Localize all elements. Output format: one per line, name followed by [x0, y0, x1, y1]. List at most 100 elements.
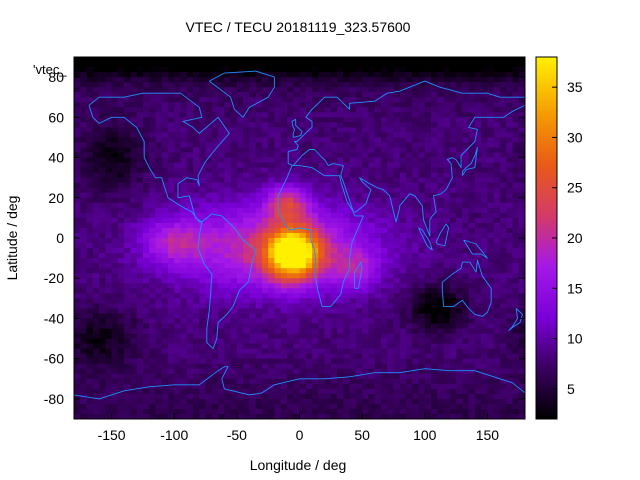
heatmap-cell — [380, 398, 388, 405]
heatmap-cell — [211, 62, 219, 68]
heatmap-cell — [318, 147, 325, 153]
heatmap-cell — [193, 232, 200, 239]
heatmap-cell — [236, 157, 244, 163]
heatmap-cell — [111, 293, 119, 299]
heatmap-cell — [318, 273, 325, 279]
heatmap-cell — [362, 112, 369, 118]
heatmap-cell — [493, 197, 501, 204]
heatmap-cell — [193, 137, 200, 143]
heatmap-cell — [468, 72, 476, 78]
heatmap-cell — [424, 278, 432, 284]
heatmap-cell — [255, 383, 263, 390]
heatmap-cell — [92, 253, 100, 259]
heatmap-cell — [374, 258, 382, 264]
heatmap-cell — [418, 222, 426, 229]
heatmap-cell — [161, 117, 169, 123]
heatmap-cell — [261, 82, 269, 88]
heatmap-cell — [268, 318, 275, 324]
heatmap-cell — [136, 278, 144, 284]
heatmap-cell — [286, 72, 294, 78]
heatmap-cell — [74, 207, 81, 214]
heatmap-cell — [337, 358, 344, 365]
heatmap-cell — [393, 368, 401, 375]
heatmap-cell — [431, 227, 438, 234]
heatmap-cell — [324, 192, 332, 199]
heatmap-cell — [86, 258, 94, 264]
heatmap-cell — [443, 112, 451, 118]
heatmap-cell — [374, 333, 382, 339]
heatmap-cell — [431, 147, 438, 153]
heatmap-cell — [205, 343, 213, 350]
heatmap-cell — [506, 67, 513, 73]
heatmap-cell — [155, 132, 163, 138]
heatmap-cell — [380, 57, 388, 63]
heatmap-cell — [393, 378, 401, 385]
heatmap-cell — [318, 227, 325, 234]
heatmap-cell — [193, 378, 200, 385]
heatmap-cell — [405, 187, 413, 194]
heatmap-cell — [268, 177, 275, 184]
heatmap-cell — [399, 82, 407, 88]
heatmap-cell — [499, 217, 507, 224]
heatmap-cell — [161, 378, 169, 385]
heatmap-cell — [255, 162, 263, 169]
heatmap-cell — [474, 388, 482, 395]
heatmap-cell — [493, 318, 501, 324]
heatmap-cell — [355, 92, 363, 98]
heatmap-cell — [318, 393, 325, 400]
heatmap-cell — [167, 238, 175, 244]
heatmap-cell — [343, 298, 351, 304]
heatmap-cell — [249, 368, 257, 375]
heatmap-cell — [487, 328, 495, 334]
heatmap-cell — [86, 117, 94, 123]
heatmap-cell — [167, 87, 175, 93]
heatmap-cell — [443, 97, 451, 103]
heatmap-cell — [274, 398, 282, 405]
heatmap-cell — [130, 398, 138, 405]
heatmap-cell — [387, 62, 394, 68]
heatmap-cell — [142, 323, 150, 329]
heatmap-cell — [393, 187, 401, 194]
heatmap-cell — [374, 107, 382, 113]
heatmap-cell — [362, 182, 369, 189]
heatmap-cell — [218, 177, 225, 184]
heatmap-cell — [506, 373, 513, 380]
heatmap-cell — [180, 217, 188, 224]
heatmap-cell — [80, 177, 87, 184]
heatmap-cell — [180, 107, 188, 113]
heatmap-cell — [312, 303, 319, 309]
heatmap-cell — [268, 238, 275, 244]
heatmap-cell — [512, 202, 520, 209]
heatmap-cell — [355, 258, 363, 264]
heatmap-cell — [512, 77, 520, 83]
heatmap-cell — [506, 248, 513, 254]
heatmap-cell — [92, 398, 100, 405]
heatmap-cell — [399, 348, 407, 355]
heatmap-cell — [499, 137, 507, 143]
heatmap-cell — [174, 393, 181, 400]
heatmap-cell — [243, 358, 250, 365]
heatmap-cell — [167, 212, 175, 219]
heatmap-cell — [468, 117, 476, 123]
heatmap-cell — [330, 398, 338, 405]
heatmap-cell — [211, 303, 219, 309]
heatmap-cell — [205, 132, 213, 138]
heatmap-cell — [349, 393, 357, 400]
heatmap-cell — [92, 102, 100, 108]
heatmap-cell — [493, 177, 501, 184]
heatmap-cell — [343, 92, 351, 98]
heatmap-cell — [236, 197, 244, 204]
heatmap-cell — [349, 333, 357, 339]
heatmap-cell — [280, 167, 288, 174]
heatmap-cell — [330, 318, 338, 324]
heatmap-cell — [205, 232, 213, 239]
heatmap-cell — [487, 107, 495, 113]
heatmap-cell — [318, 358, 325, 365]
heatmap-cell — [174, 107, 181, 113]
heatmap-cell — [449, 177, 457, 184]
heatmap-cell — [261, 132, 269, 138]
heatmap-cell — [437, 122, 444, 128]
heatmap-cell — [186, 248, 194, 254]
heatmap-cell — [418, 238, 426, 244]
heatmap-cell — [161, 192, 169, 199]
